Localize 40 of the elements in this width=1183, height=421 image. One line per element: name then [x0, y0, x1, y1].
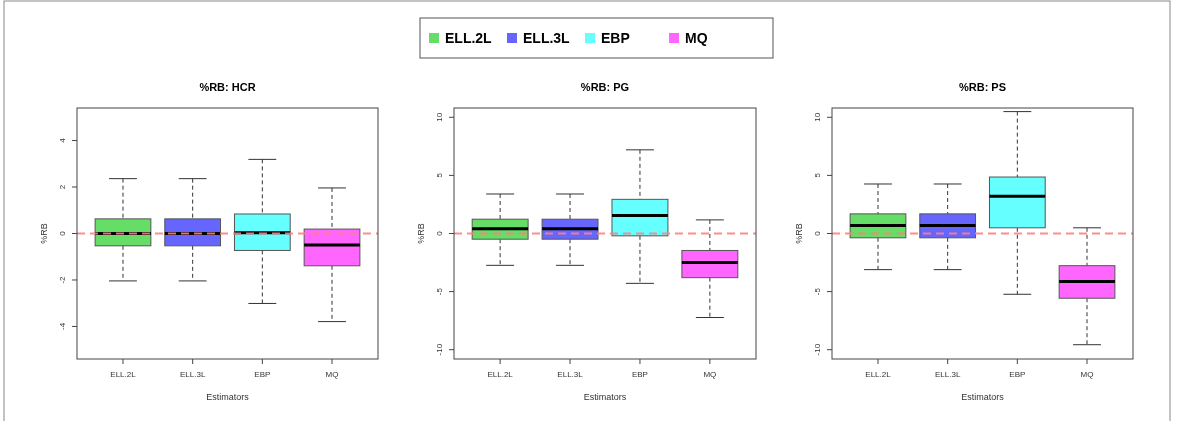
y-tick-label: -10: [435, 343, 444, 356]
legend-label: EBP: [601, 30, 630, 46]
x-tick-label: EBP: [1009, 370, 1026, 379]
y-tick-label: -5: [435, 287, 444, 296]
x-tick-label: MQ: [1080, 370, 1094, 379]
y-axis-title: %RB: [416, 223, 426, 244]
y-tick-label: -5: [813, 287, 822, 296]
y-tick-label: 0: [813, 230, 822, 236]
legend-label: ELL.3L: [523, 30, 571, 46]
x-tick-label: EBP: [254, 370, 271, 379]
x-tick-label: ELL.3L: [934, 370, 961, 379]
y-axis-title: %RB: [39, 223, 49, 244]
y-tick-label: 0: [435, 230, 444, 236]
y-tick-label: 4: [58, 137, 67, 143]
legend-label: ELL.2L: [445, 30, 493, 46]
y-tick-label: 5: [813, 172, 822, 178]
x-tick-label: ELL.2L: [487, 370, 514, 379]
x-tick-label: ELL.3L: [179, 370, 206, 379]
x-tick-label: EBP: [631, 370, 648, 379]
y-axis-title: %RB: [794, 223, 804, 244]
y-tick-label: 0: [58, 230, 67, 236]
x-axis-title: Estimators: [583, 392, 627, 402]
x-tick-label: ELL.3L: [557, 370, 584, 379]
y-tick-label: -4: [58, 322, 67, 331]
x-tick-label: ELL.2L: [865, 370, 892, 379]
x-tick-label: MQ: [703, 370, 717, 379]
chart-title: %RB: PS: [958, 81, 1007, 93]
x-tick-label: MQ: [325, 370, 339, 379]
y-tick-label: 10: [435, 112, 444, 122]
legend-label: MQ: [685, 30, 708, 46]
y-tick-label: 10: [813, 112, 822, 122]
y-tick-label: -10: [813, 343, 822, 356]
x-axis-title: Estimators: [206, 392, 250, 402]
y-tick-label: -2: [58, 275, 67, 284]
y-tick-label: 2: [58, 184, 67, 190]
x-axis-title: Estimators: [961, 392, 1005, 402]
y-tick-label: 5: [435, 172, 444, 178]
x-tick-label: ELL.2L: [110, 370, 137, 379]
chart-title: %RB: HCR: [199, 81, 256, 93]
chart-title: %RB: PG: [580, 81, 630, 93]
